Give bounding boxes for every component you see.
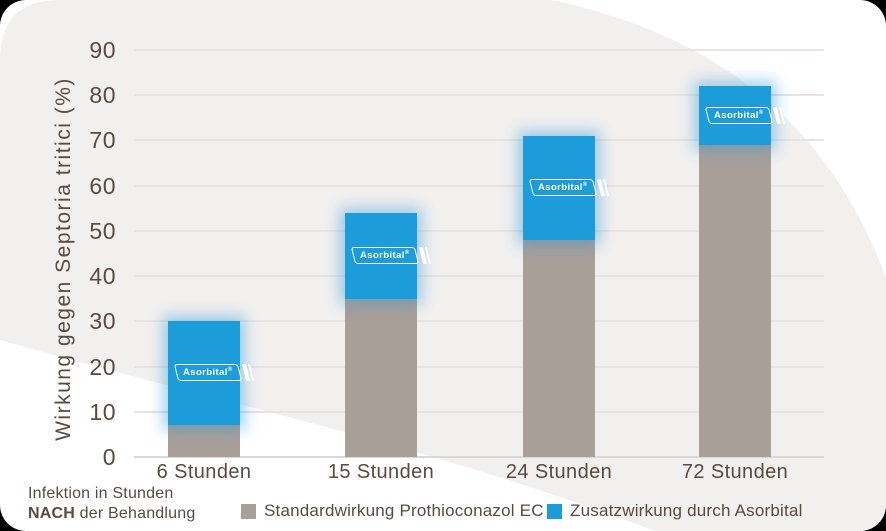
gridline-40 <box>134 275 824 278</box>
bar-segment-standard <box>699 144 771 457</box>
bar-segment-standard <box>168 425 240 457</box>
y-tick-label-50: 50 <box>89 217 116 244</box>
y-tick-label-10: 10 <box>89 398 116 425</box>
y-tick-label-80: 80 <box>89 82 116 109</box>
y-tick-label-0: 0 <box>102 444 116 470</box>
gridline-90 <box>134 49 824 52</box>
asorbital-badge: Asorbital® <box>173 364 255 382</box>
legend-label-asorbital: Zusatzwirkung durch Asorbital <box>570 501 803 520</box>
x-tick-label-3: 24 Stunden <box>505 461 613 483</box>
asorbital-badge-frame: Asorbital® <box>350 246 419 264</box>
asorbital-badge: Asorbital® <box>704 106 786 124</box>
asorbital-badge-frame: Asorbital® <box>173 364 242 382</box>
gridline-80 <box>134 94 824 97</box>
legend-item-standard: Standardwirkung Prothioconazol EC <box>241 501 544 521</box>
legend-swatch-standard <box>241 503 256 519</box>
bar-segment-asorbital <box>699 86 771 145</box>
legend-swatch-asorbital <box>547 503 562 519</box>
y-tick-label-60: 60 <box>89 172 116 199</box>
x-axis-note-line2: NACH der Behandlung <box>28 505 195 523</box>
gridline-20 <box>134 365 824 368</box>
bar-segment-asorbital <box>168 321 240 426</box>
x-axis-note-rest: der Behandlung <box>75 505 196 522</box>
y-tick-label-90: 90 <box>89 37 116 64</box>
asorbital-badge-label: Asorbital® <box>714 109 764 121</box>
legend-label-standard: Standardwirkung Prothioconazol EC <box>264 501 544 520</box>
x-tick-label-4: 72 Stunden <box>681 461 789 483</box>
x-axis-note-bold: NACH <box>28 505 76 522</box>
gridline-0 <box>134 456 824 458</box>
y-axis-title: Wirkung gegen Septoria tritici (%) <box>52 77 75 441</box>
y-tick-label-20: 20 <box>89 353 116 380</box>
gridline-50 <box>134 229 824 232</box>
asorbital-badge: Asorbital® <box>528 178 610 196</box>
y-tick-label-30: 30 <box>89 308 116 335</box>
bar-segment-standard <box>523 239 595 457</box>
bar-segment-standard <box>345 298 417 457</box>
legend-item-asorbital: Zusatzwirkung durch Asorbital <box>547 501 803 521</box>
asorbital-badge-frame: Asorbital® <box>704 106 773 124</box>
asorbital-badge-frame: Asorbital® <box>528 178 597 196</box>
asorbital-badge: Asorbital® <box>350 246 432 264</box>
gridline-70 <box>134 139 824 142</box>
bar-segment-asorbital <box>345 212 417 299</box>
x-axis-note-line1: Infektion in Stunden <box>28 485 174 502</box>
y-tick-label-70: 70 <box>89 127 116 154</box>
bar-segment-asorbital <box>523 135 595 240</box>
gridline-30 <box>134 320 824 323</box>
asorbital-badge-label: Asorbital® <box>360 249 410 261</box>
asorbital-badge-label: Asorbital® <box>538 181 588 194</box>
asorbital-badge-label: Asorbital® <box>183 367 233 379</box>
x-tick-label-2: 15 Stunden <box>327 461 435 483</box>
gridline-60 <box>134 184 824 187</box>
gridline-10 <box>134 410 824 413</box>
y-tick-label-40: 40 <box>89 263 116 290</box>
x-tick-label-1: 6 Stunden <box>156 461 252 483</box>
